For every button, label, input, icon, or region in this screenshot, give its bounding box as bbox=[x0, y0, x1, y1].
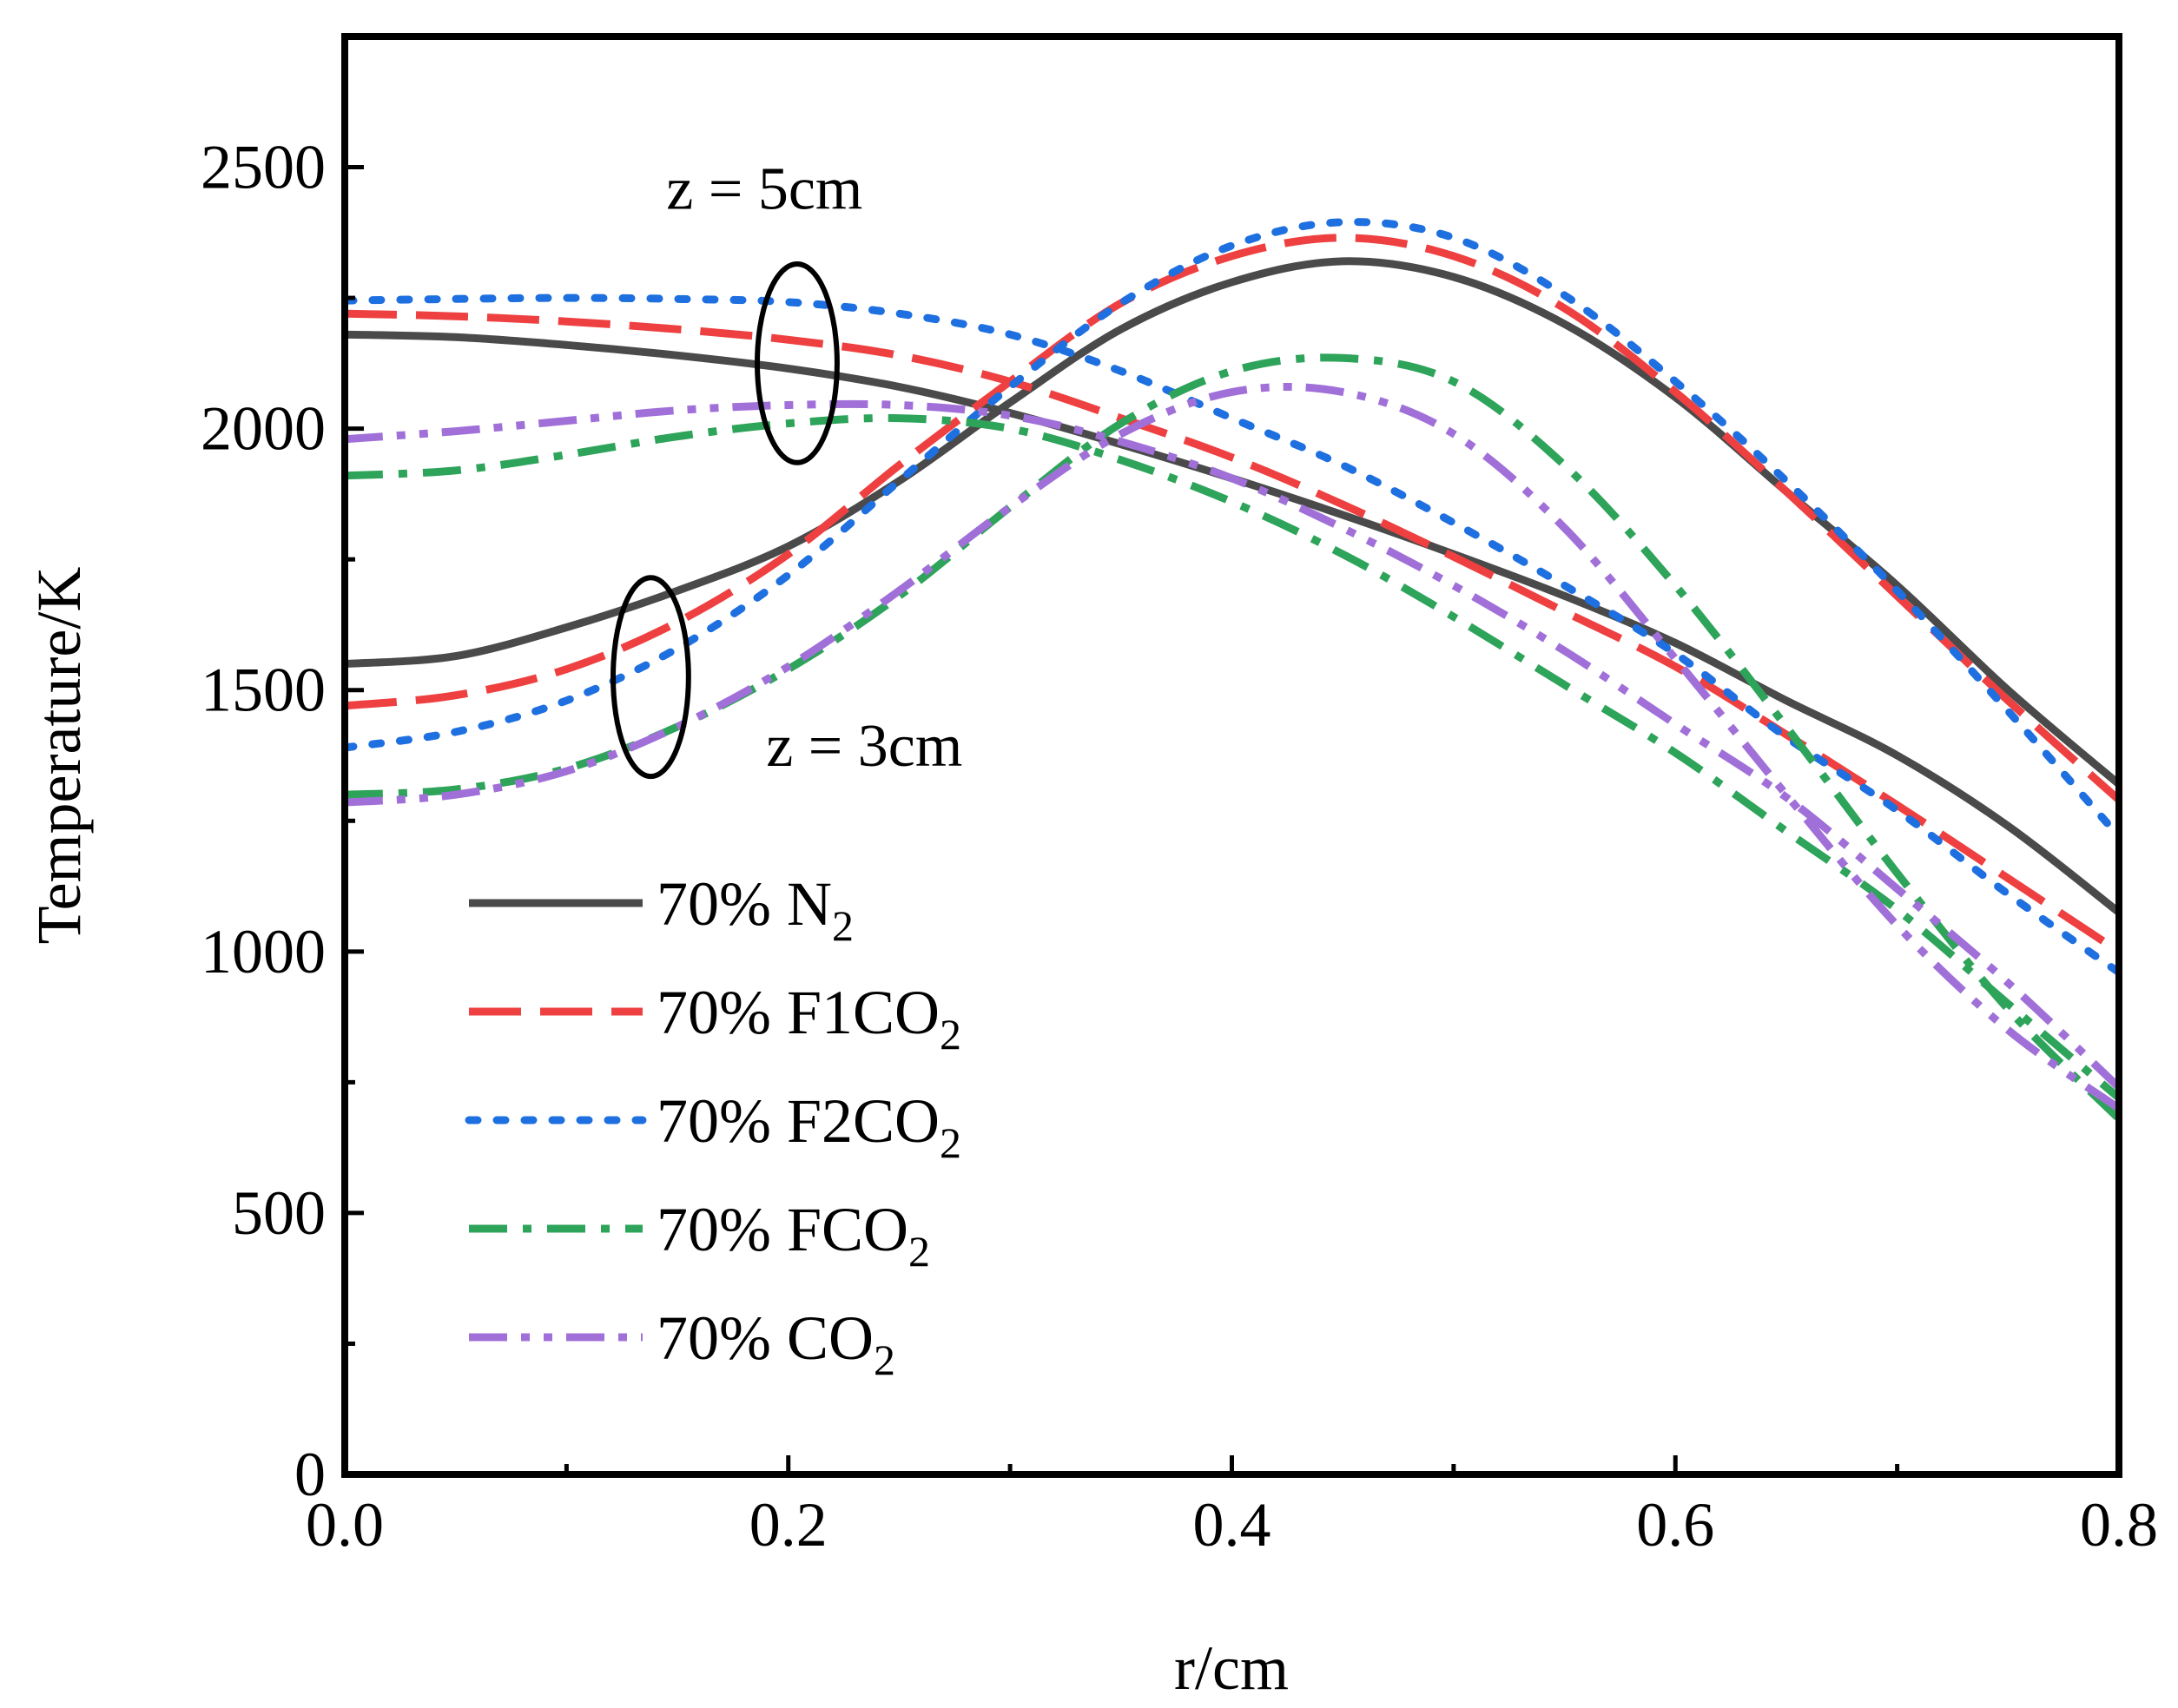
curves-layer bbox=[345, 218, 2119, 1122]
y-tick-label: 500 bbox=[232, 1178, 326, 1248]
x-tick-label: 0.4 bbox=[1193, 1490, 1271, 1560]
y-axis-label: Temperature/K bbox=[24, 567, 94, 945]
series-line-70-f2co2-z5cm bbox=[345, 293, 2119, 977]
annotation-label: z = 5cm bbox=[666, 156, 862, 223]
x-tick-label: 0.0 bbox=[306, 1490, 384, 1560]
y-axis-ticks: 0 500 1000 1500 2000 2500 bbox=[201, 133, 364, 1509]
y-tick-label: 1000 bbox=[201, 917, 326, 986]
annotation-label: z = 3cm bbox=[766, 713, 962, 780]
x-tick-label: 0.2 bbox=[749, 1490, 828, 1560]
x-axis-label: r/cm bbox=[1174, 1633, 1289, 1703]
series-line-70-n2-z5cm bbox=[345, 330, 2119, 916]
legend-label: 70% F1CO2 bbox=[657, 978, 961, 1058]
legend-label: 70% CO2 bbox=[657, 1303, 895, 1384]
x-axis-ticks: 0.0 0.2 0.4 0.6 0.8 bbox=[306, 1455, 2158, 1560]
group-ellipse bbox=[610, 575, 691, 780]
series-line-70-f2co2-z3cm bbox=[345, 218, 2119, 841]
y-tick-label: 2000 bbox=[201, 394, 326, 464]
legend-label: 70% FCO2 bbox=[657, 1195, 930, 1276]
annotations: z = 5cm z = 3cm bbox=[666, 156, 962, 780]
series-line-70-co2-z3cm bbox=[345, 383, 2119, 1112]
legend-label: 70% F2CO2 bbox=[657, 1086, 961, 1167]
x-tick-label: 0.6 bbox=[1636, 1490, 1714, 1560]
x-tick-label: 0.8 bbox=[2080, 1490, 2158, 1560]
series-line-70-co2-z5cm bbox=[345, 399, 2119, 1091]
series-line-70-f1co2-z3cm bbox=[345, 234, 2119, 803]
legend-label: 70% N2 bbox=[657, 869, 854, 950]
legend: 70% N2 70% F1CO2 70% F2CO2 70% FCO2 70% CO2 bbox=[465, 869, 961, 1384]
y-tick-label: 1500 bbox=[201, 656, 326, 725]
y-tick-label: 0 bbox=[294, 1440, 326, 1509]
series-line-70-f1co2-z5cm bbox=[345, 309, 2119, 955]
y-tick-label: 2500 bbox=[201, 133, 326, 202]
series-line-70-fco2-z3cm bbox=[345, 353, 2119, 1122]
series-line-70-n2-z3cm bbox=[345, 257, 2119, 788]
group-ellipse bbox=[754, 260, 840, 465]
annotation-ellipses bbox=[610, 260, 840, 780]
